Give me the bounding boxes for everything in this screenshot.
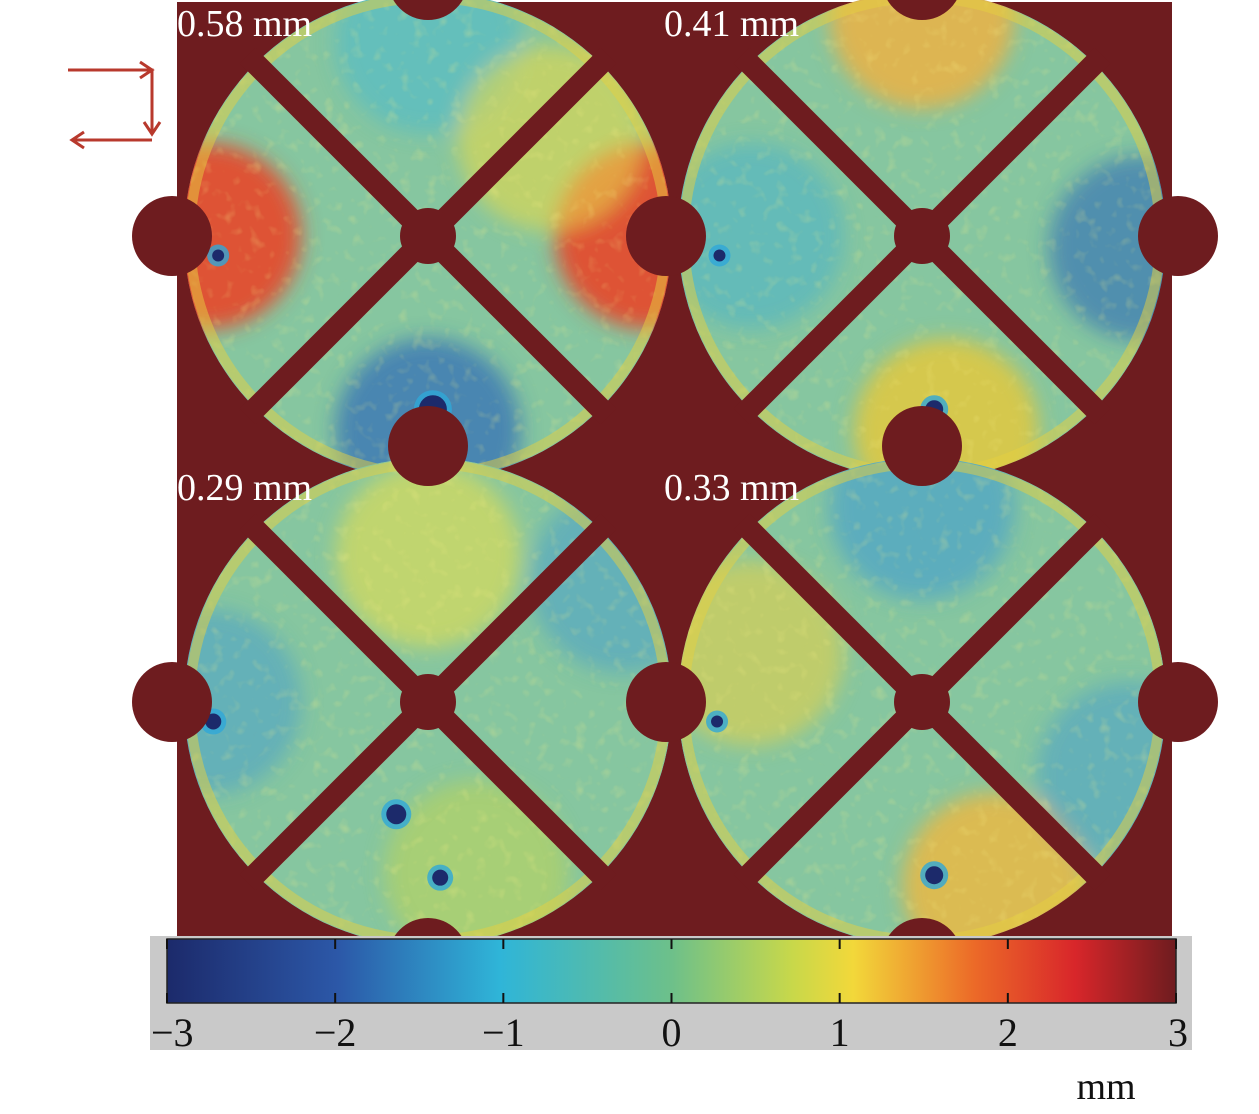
panel-rms-label: 0.29 mm (177, 467, 312, 509)
center-hole (894, 674, 950, 730)
mirror-panel: 0.58 mm (132, 0, 724, 532)
defect-spot (432, 869, 449, 886)
colorbar-tick-label: 0 (662, 1010, 682, 1055)
panel-rms-label: 0.58 mm (177, 3, 312, 45)
defect-spot (212, 249, 225, 262)
heatmap-area: 0.58 mm 0.41 mm 0.29 mm 0.33 mm (132, 0, 1218, 998)
defect-spot (386, 804, 407, 825)
colorbar-tick-label: 1 (830, 1010, 850, 1055)
center-hole (894, 208, 950, 264)
center-hole (400, 208, 456, 264)
defect-spot (205, 713, 222, 730)
colorbar-tick-label: −3 (151, 1010, 194, 1055)
panel-rms-label: 0.33 mm (664, 467, 799, 509)
defect-spot (925, 866, 944, 885)
colorbar: −3 −2 −1 0 1 2 3 mm (150, 936, 1192, 1108)
colorbar-tick-label: −1 (482, 1010, 525, 1055)
defect-spot (711, 715, 724, 728)
scan-direction-arrow (68, 60, 162, 150)
panel-rms-label: 0.41 mm (664, 3, 799, 45)
colorbar-tick-label: 3 (1168, 1010, 1188, 1055)
colorbar-unit-label: mm (1076, 1066, 1135, 1108)
center-hole (400, 674, 456, 730)
defect-spot (713, 249, 726, 262)
mirror-panel: 0.33 mm (626, 406, 1218, 998)
colorbar-tick-label: 2 (998, 1010, 1018, 1055)
colorbar-tick-label: −2 (314, 1010, 357, 1055)
panels-layer: 0.58 mm 0.41 mm 0.29 mm 0.33 mm (132, 0, 1218, 998)
colorbar-ticks: −3 −2 −1 0 1 2 3 (151, 939, 1188, 1055)
